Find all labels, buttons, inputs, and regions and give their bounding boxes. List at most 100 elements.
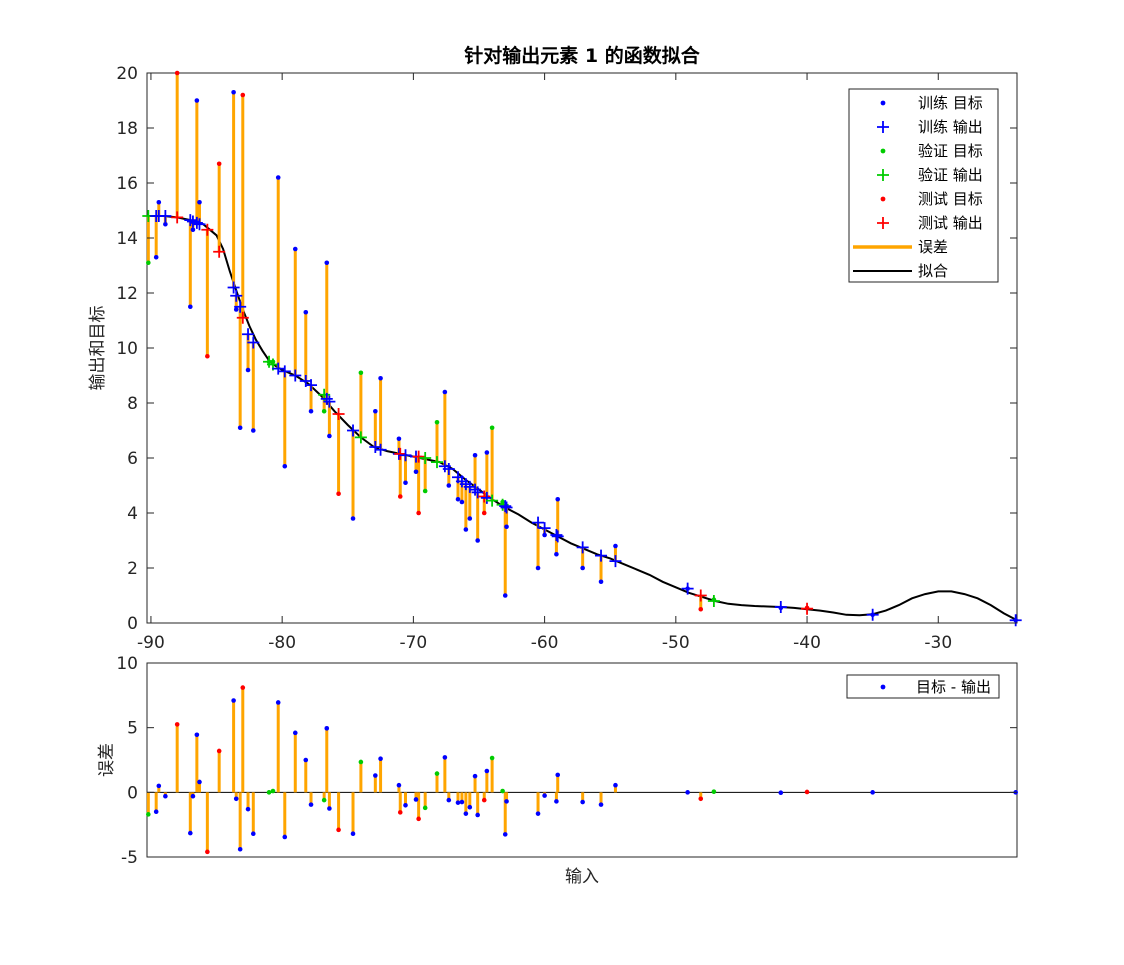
target-point <box>245 367 251 373</box>
residual-point <box>711 789 717 794</box>
target-point <box>455 496 461 502</box>
output-point <box>213 245 226 258</box>
target-point <box>554 551 559 557</box>
residual-point <box>237 846 243 852</box>
residual-point <box>197 779 202 785</box>
x-tick-label: -40 <box>793 633 821 653</box>
bottom-legend: 目标 - 输出 <box>846 674 1000 699</box>
output-point <box>305 379 318 392</box>
output-point <box>442 463 455 475</box>
top-y-ticks: 0 2 4 6 8 10 12 14 16 18 20 <box>116 64 1017 634</box>
output-point <box>374 443 387 456</box>
output-point <box>347 424 360 437</box>
residual-point <box>378 756 383 762</box>
output-point <box>866 608 879 621</box>
target-point <box>240 92 246 98</box>
residual-point <box>416 816 421 822</box>
output-point <box>801 602 814 615</box>
residual-point <box>188 830 193 836</box>
output-point <box>272 362 285 375</box>
residual-point <box>205 849 210 855</box>
chart-title: 针对输出元素 1 的函数拟合 <box>464 44 700 67</box>
residual-point <box>555 772 561 778</box>
output-point <box>532 516 545 529</box>
target-point <box>489 425 495 431</box>
residual-point <box>231 698 236 703</box>
target-point <box>350 516 356 521</box>
y-tick-label: 0 <box>127 783 138 803</box>
target-point <box>146 260 151 266</box>
target-point <box>216 161 222 167</box>
target-point <box>163 221 168 227</box>
residual-point <box>350 831 356 837</box>
target-point <box>231 89 236 95</box>
legend-marker <box>880 100 886 106</box>
residual-point <box>358 759 364 765</box>
target-point <box>233 307 239 312</box>
residual-point <box>250 831 256 837</box>
y-tick-label: 16 <box>116 174 138 194</box>
residual-point <box>542 793 547 798</box>
residual-point <box>500 788 505 794</box>
target-point <box>555 496 561 502</box>
residual-point <box>489 755 495 761</box>
target-point <box>413 469 419 475</box>
target-point <box>373 408 378 414</box>
output-points-layer <box>142 210 1022 627</box>
residual-point <box>275 700 281 705</box>
target-point <box>442 389 448 395</box>
residual-point <box>580 799 585 805</box>
residual-bars-layer <box>146 687 809 852</box>
residual-point <box>698 796 704 802</box>
fit-curve-layer <box>147 215 1018 622</box>
target-point <box>321 408 327 414</box>
target-points-layer <box>146 70 1018 623</box>
target-point <box>698 606 704 612</box>
target-point <box>416 510 421 516</box>
y-tick-label: 20 <box>116 64 138 84</box>
y-tick-label: -5 <box>121 848 138 868</box>
target-point <box>434 419 440 425</box>
target-point <box>308 408 314 414</box>
legend-item: 目标 - 输出 <box>880 678 991 696</box>
x-tick-label: -70 <box>399 633 427 653</box>
residual-point <box>240 685 246 690</box>
residual-point <box>459 799 465 805</box>
output-point <box>707 595 720 607</box>
output-point <box>159 210 172 222</box>
output-point <box>486 494 499 507</box>
residual-point <box>446 797 452 803</box>
fit-curve <box>147 215 1018 622</box>
output-point <box>369 441 382 453</box>
residual-point <box>554 799 559 804</box>
output-point <box>234 300 247 313</box>
target-point <box>378 375 383 381</box>
output-point <box>323 395 336 408</box>
target-point <box>481 510 487 516</box>
residual-point <box>403 802 408 808</box>
target-point <box>358 370 364 376</box>
residual-point <box>190 793 196 799</box>
target-point <box>535 565 541 571</box>
target-point <box>282 463 288 469</box>
x-tick-label: -90 <box>137 633 165 653</box>
bottom-legend-box <box>846 674 1000 699</box>
output-point <box>278 365 291 378</box>
legend-marker <box>880 684 886 690</box>
y-tick-label: 2 <box>127 559 138 579</box>
target-point <box>197 199 202 205</box>
output-point <box>1009 614 1022 627</box>
target-point <box>237 425 243 431</box>
target-point <box>156 199 162 205</box>
target-point <box>463 527 469 532</box>
output-point <box>227 281 240 294</box>
y-tick-label: 14 <box>116 229 138 249</box>
output-point <box>236 311 249 324</box>
target-point <box>475 538 480 543</box>
residual-point <box>442 755 448 760</box>
output-point <box>480 491 493 504</box>
target-point <box>327 433 332 439</box>
output-point <box>354 431 367 444</box>
legend-label: 验证 输出 <box>918 166 983 184</box>
target-point <box>397 494 403 499</box>
